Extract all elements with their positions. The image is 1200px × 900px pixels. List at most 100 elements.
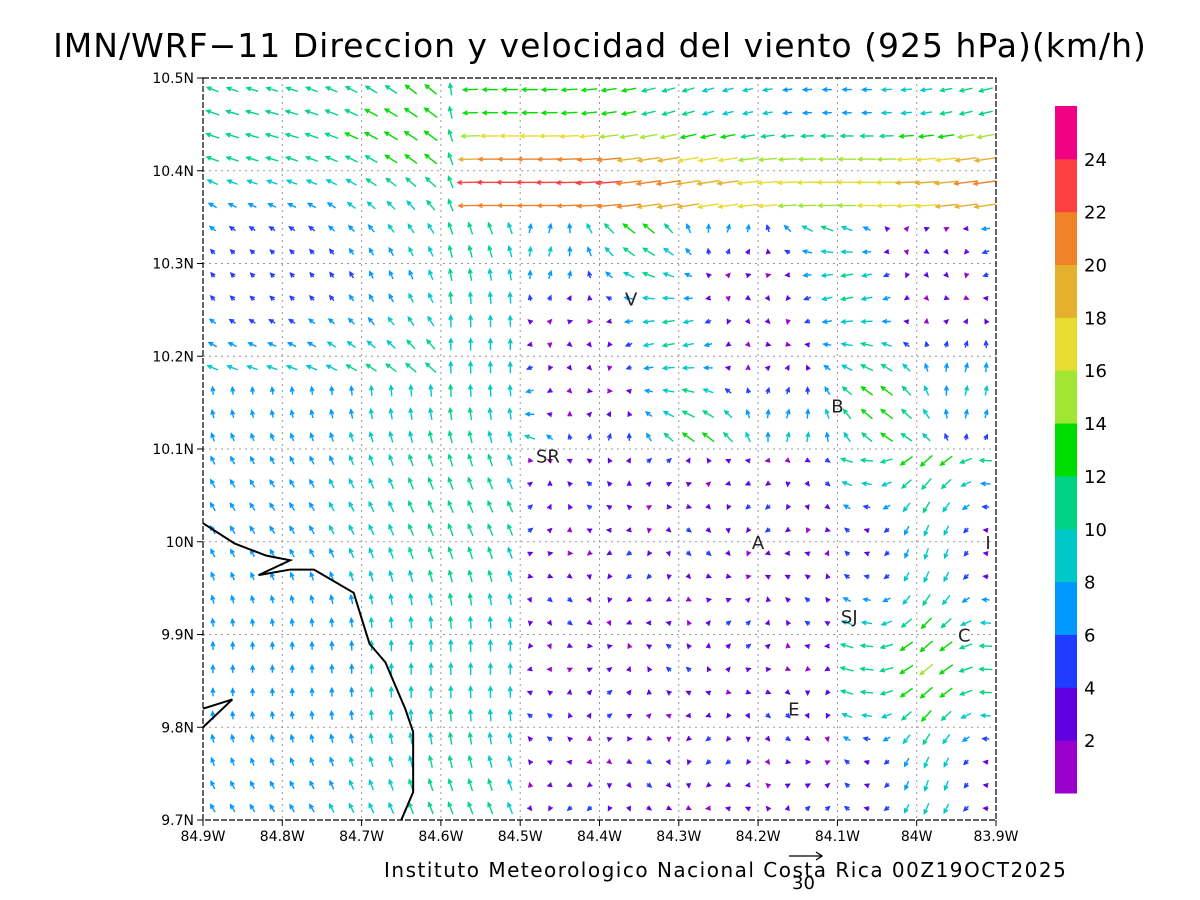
wind-vector: [560, 87, 578, 93]
wind-vector: [705, 690, 712, 696]
wind-vector: [245, 156, 259, 162]
wind-vector: [487, 615, 493, 629]
wind-vector: [305, 364, 318, 371]
wind-vector: [520, 110, 538, 116]
wind-vector: [880, 87, 892, 93]
wind-vector: [805, 386, 811, 395]
colorbar-segment: [1055, 740, 1077, 794]
wind-vector: [388, 430, 394, 443]
wind-vector: [527, 319, 534, 325]
wind-vector: [705, 642, 711, 649]
wind-vector: [329, 779, 335, 790]
wind-vector: [205, 132, 220, 139]
wind-vector: [210, 271, 216, 278]
wind-vector: [860, 620, 873, 626]
wind-vector: [704, 318, 712, 324]
wind-vector: [384, 154, 398, 164]
wind-vector: [329, 431, 335, 442]
wind-vector: [567, 222, 573, 234]
wind-vector: [607, 457, 613, 464]
wind-vector: [646, 644, 652, 650]
wind-vector: [761, 87, 773, 93]
wind-vector: [943, 571, 950, 583]
wind-vector: [525, 388, 534, 394]
x-tick-label: 84W: [901, 829, 933, 845]
wind-vector: [844, 782, 851, 788]
wind-vector: [388, 662, 394, 675]
wind-vector: [726, 712, 732, 719]
wind-vector: [903, 803, 910, 814]
wind-vector: [527, 735, 534, 742]
wind-vector: [304, 132, 319, 139]
wind-vector: [428, 292, 434, 304]
wind-vector: [882, 272, 890, 278]
wind-vector: [329, 547, 335, 558]
wind-vector: [447, 546, 454, 560]
wind-vector: [289, 502, 296, 511]
wind-vector: [538, 133, 560, 139]
wind-vector: [447, 499, 454, 513]
wind-vector: [349, 616, 355, 628]
wind-vector: [225, 86, 239, 93]
wind-vector: [427, 222, 435, 234]
wind-vector: [507, 430, 513, 443]
wind-vector: [805, 690, 811, 697]
wind-vector: [428, 638, 434, 652]
wind-vector: [348, 524, 355, 535]
wind-vector: [408, 639, 414, 652]
wind-vector: [606, 643, 613, 649]
wind-vector: [507, 476, 514, 490]
wind-vector: [230, 409, 236, 418]
colorbar-segment: [1055, 634, 1077, 688]
wind-vector: [799, 133, 814, 139]
wind-vector: [640, 87, 656, 93]
wind-vector: [227, 342, 237, 348]
wind-vector: [366, 340, 376, 349]
wind-vector: [705, 503, 712, 510]
wind-vector: [902, 734, 911, 745]
wind-vector: [765, 386, 771, 394]
wind-vector: [309, 779, 315, 790]
wind-vector: [507, 685, 513, 698]
wind-vector: [696, 203, 719, 210]
wind-vector: [448, 615, 454, 629]
wind-vector: [408, 269, 414, 280]
wind-vector: [467, 244, 473, 258]
wind-vector: [210, 432, 216, 442]
wind-vector: [682, 319, 694, 325]
wind-vector: [229, 295, 236, 301]
place-labels: V B SR A I SJ C E: [536, 290, 991, 721]
wind-vector: [467, 383, 474, 397]
wind-vector: [468, 661, 474, 675]
wind-vector: [875, 203, 897, 209]
wind-vector: [883, 527, 890, 533]
wind-vector: [368, 293, 375, 302]
wind-vector: [843, 759, 850, 765]
wind-vector: [604, 246, 614, 257]
wind-vector: [309, 640, 315, 650]
wind-vector: [566, 341, 573, 347]
wind-vector: [487, 638, 494, 652]
wind-vector: [328, 294, 335, 302]
wind-vector: [347, 224, 355, 233]
wind-vector: [267, 202, 277, 208]
wind-vector: [507, 500, 514, 513]
wind-vector: [785, 341, 792, 347]
wind-vector: [566, 782, 573, 788]
wind-vector: [586, 481, 593, 487]
wind-vector: [210, 455, 216, 465]
wind-vector: [246, 364, 258, 371]
wind-vector: [696, 180, 720, 186]
wind-vector: [447, 82, 454, 96]
wind-vector: [289, 664, 295, 673]
wind-vector: [901, 479, 912, 489]
wind-vector: [960, 480, 972, 487]
wind-vector: [578, 133, 599, 140]
wind-vector: [225, 155, 239, 162]
wind-vector: [289, 617, 295, 627]
wind-vector: [804, 504, 810, 511]
wind-vector: [879, 408, 894, 420]
wind-vector: [963, 340, 969, 348]
wind-vector: [646, 688, 652, 695]
wind-vector: [309, 548, 315, 558]
